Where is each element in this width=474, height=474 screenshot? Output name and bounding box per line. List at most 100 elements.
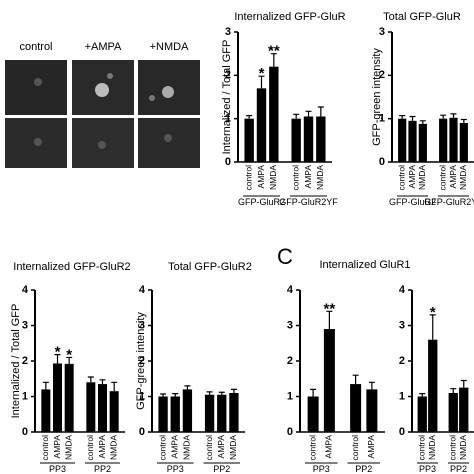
significance-mark: * bbox=[55, 344, 61, 361]
x-tick-label: NMDA bbox=[458, 435, 468, 460]
error-bar bbox=[54, 354, 61, 364]
y-tick-label: 1 bbox=[379, 113, 385, 125]
error-bar bbox=[160, 393, 167, 397]
y-tick-label: 2 bbox=[225, 69, 231, 81]
x-tick-label: AMPA bbox=[216, 435, 226, 459]
error-bar bbox=[460, 118, 467, 123]
y-axis-label: Internalized / Total GFP bbox=[10, 304, 22, 419]
bar bbox=[229, 392, 239, 432]
x-tick-label: control bbox=[290, 165, 300, 191]
x-tick-label: control bbox=[437, 165, 447, 191]
y-axis-label: Internalized / Total GFP bbox=[221, 40, 233, 155]
error-bar bbox=[111, 381, 118, 392]
error-bar bbox=[99, 379, 106, 385]
x-tick-label: AMPA bbox=[256, 165, 266, 189]
bar-chart: Total GFP-GluR2 GFP-green intensity 0 1 2 3 4 P… bbox=[135, 261, 252, 474]
bar bbox=[204, 394, 215, 432]
group-label: PP3 bbox=[49, 464, 66, 474]
group-label: PP3 bbox=[167, 464, 184, 474]
bar bbox=[291, 118, 301, 162]
x-tick-label: control bbox=[448, 435, 458, 461]
group-label: PP2 bbox=[213, 464, 230, 474]
x-tick-label: AMPA bbox=[448, 165, 458, 189]
bar bbox=[256, 88, 267, 162]
error-bar bbox=[218, 391, 225, 395]
chart-title: Internalized GFP-GluR bbox=[234, 11, 345, 23]
chart-title: Internalized GluR1 bbox=[319, 259, 410, 271]
error-bar bbox=[460, 379, 467, 388]
significance-mark: * bbox=[430, 304, 436, 321]
chart-title: Internalized GFP-GluR2 bbox=[13, 261, 130, 273]
error-bar bbox=[293, 113, 300, 119]
x-tick-label: control bbox=[85, 435, 95, 461]
micrograph bbox=[5, 60, 67, 115]
error-bar bbox=[317, 106, 324, 117]
error-bar bbox=[310, 388, 317, 397]
cell bbox=[34, 78, 42, 86]
error-bar bbox=[42, 381, 49, 390]
group-label: PP2 bbox=[355, 464, 372, 474]
bar bbox=[86, 382, 96, 432]
bar bbox=[244, 118, 254, 162]
y-tick-label: 3 bbox=[225, 26, 231, 38]
error-bar bbox=[429, 314, 436, 340]
bar bbox=[41, 389, 51, 432]
y-tick-label: 3 bbox=[287, 319, 293, 331]
error-bar bbox=[258, 75, 265, 89]
bar bbox=[307, 396, 319, 432]
bar-chart: Total GFP-GluR GFP-green intensity 0 1 2 3 GFP… bbox=[371, 11, 474, 207]
y-tick-label: 1 bbox=[225, 113, 231, 125]
bar bbox=[53, 363, 62, 432]
chart-title: Total GFP-GluR2 bbox=[168, 261, 252, 273]
bar bbox=[428, 339, 438, 432]
error-bar bbox=[409, 115, 416, 121]
y-tick-label: 1 bbox=[139, 390, 145, 402]
cell bbox=[98, 141, 106, 149]
y-tick-label: 0 bbox=[22, 426, 28, 438]
x-tick-label: control bbox=[157, 435, 167, 461]
x-tick-label: AMPA bbox=[366, 435, 376, 459]
bar bbox=[366, 389, 378, 432]
bar bbox=[269, 66, 279, 162]
bar bbox=[418, 123, 427, 162]
x-tick-label: control bbox=[307, 435, 317, 461]
error-bar bbox=[450, 388, 457, 393]
x-tick-label: NMDA bbox=[108, 435, 118, 460]
panel-label: C bbox=[277, 244, 293, 269]
significance-mark: * bbox=[66, 346, 72, 363]
image-label: control bbox=[19, 41, 52, 53]
y-tick-label: 1 bbox=[22, 390, 28, 402]
x-tick-label: control bbox=[417, 435, 427, 461]
x-tick-label: NMDA bbox=[63, 435, 73, 460]
y-tick-label: 0 bbox=[225, 156, 231, 168]
y-tick-label: 3 bbox=[379, 26, 385, 38]
group-label: PP2 bbox=[94, 464, 111, 474]
image-label: +NMDA bbox=[150, 41, 189, 53]
image-label: +AMPA bbox=[85, 41, 122, 53]
cell bbox=[164, 134, 172, 142]
bar bbox=[448, 392, 458, 432]
cell bbox=[34, 138, 42, 146]
x-tick-label: control bbox=[40, 435, 50, 461]
x-tick-label: AMPA bbox=[52, 435, 62, 459]
cell bbox=[162, 86, 174, 98]
bar-chart: Internalized GFP-GluR2 Internalized / Tot… bbox=[10, 261, 131, 474]
group-label: GFP-GluR2 bbox=[389, 197, 436, 207]
bar bbox=[449, 117, 458, 162]
y-tick-label: 0 bbox=[287, 426, 293, 438]
x-tick-label: NMDA bbox=[268, 165, 278, 190]
group-label: GFP-GluR2YF bbox=[279, 197, 338, 207]
error-bar bbox=[440, 114, 447, 119]
x-tick-label: control bbox=[396, 165, 406, 191]
y-tick-label: 3 bbox=[22, 319, 28, 331]
bar bbox=[459, 387, 469, 432]
bar bbox=[170, 396, 180, 432]
y-tick-label: 1 bbox=[399, 390, 405, 402]
bar bbox=[158, 396, 168, 432]
error-bar bbox=[270, 53, 277, 67]
bar bbox=[439, 118, 448, 162]
x-tick-label: NMDA bbox=[417, 165, 427, 190]
y-tick-label: 2 bbox=[399, 355, 405, 367]
